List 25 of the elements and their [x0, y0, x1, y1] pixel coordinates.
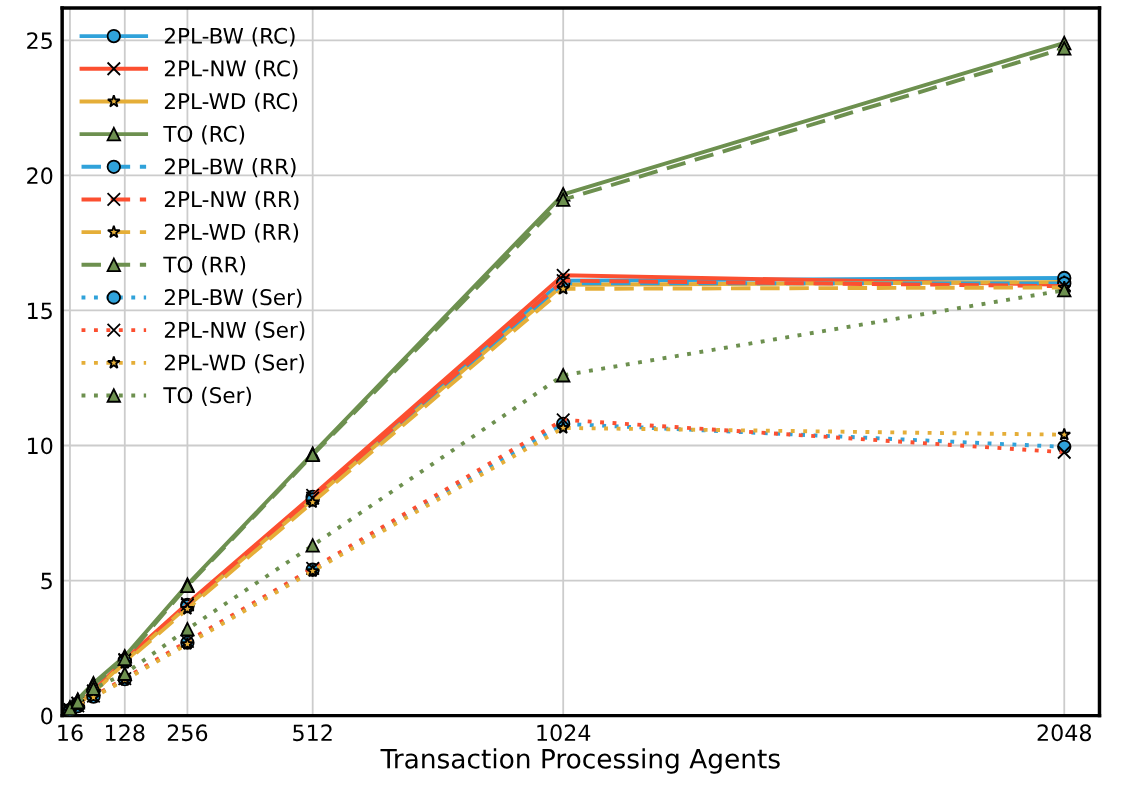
x-tick-label: 512	[293, 724, 332, 742]
legend-label: 2PL-NW (RR)	[164, 190, 299, 210]
legend-label: 2PL-BW (RC)	[164, 27, 295, 47]
y-tick-label: 20	[27, 167, 53, 185]
legend-label: TO (Ser)	[163, 386, 251, 406]
y-tick-label: 5	[41, 572, 52, 590]
legend-label: 2PL-NW (RC)	[164, 59, 298, 80]
legend-label: 2PL-WD (RC)	[164, 92, 298, 112]
y-tick-label: 25	[27, 32, 52, 50]
y-tick-label: 10	[27, 437, 53, 455]
legend-label: 2PL-WD (RR)	[164, 223, 299, 243]
x-tick-label: 2048	[1037, 724, 1092, 742]
x-tick-label: 1024	[537, 724, 591, 742]
legend-label: 2PL-NW (Ser)	[164, 321, 305, 341]
legend-label: TO (RC)	[163, 125, 245, 145]
legend-label: 2PL-WD (Ser)	[164, 354, 304, 374]
x-axis-title: Transaction Processing Agents	[380, 748, 780, 774]
x-tick-label: 16	[58, 724, 83, 742]
x-tick-label: 128	[106, 724, 145, 742]
y-tick-label: 0	[41, 707, 53, 725]
legend-label: 2PL-BW (Ser)	[164, 288, 302, 308]
y-tick-label: 15	[27, 302, 52, 320]
x-tick-label: 256	[167, 724, 208, 742]
legend-label: 2PL-BW (RR)	[164, 157, 296, 178]
legend-label: TO (RR)	[163, 256, 246, 276]
